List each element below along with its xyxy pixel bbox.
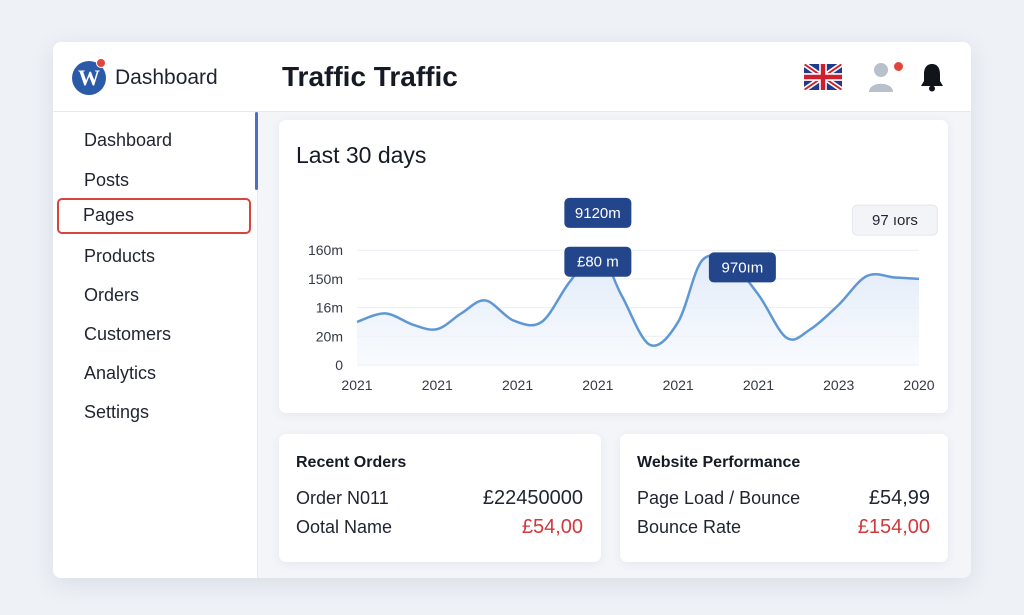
recent-orders-title: Recent Orders (296, 454, 407, 471)
chart-annotation-label: 970ım (722, 259, 764, 276)
website-performance-card: Website Performance Page Load / Bounce £… (620, 434, 948, 562)
x-tick-label: 2021 (743, 377, 774, 393)
y-tick-label: 160m (308, 242, 343, 258)
chart-annotation-badge (564, 246, 632, 277)
chart-title: Last 30 days (296, 142, 427, 168)
y-tick-label: 16m (316, 300, 343, 316)
traffic-chart: 0 20m 16m 150m 160m 2021 2021 2021 2021 2021 2021 2… (308, 197, 938, 393)
sidebar-item-customers[interactable]: Customers (84, 324, 172, 344)
order-total-value: £54,00 (521, 516, 583, 538)
chart-annotation-label: 97 ıors (872, 212, 918, 229)
sidebar-item-dashboard[interactable]: Dashboard (84, 130, 173, 150)
sidebar-item-settings[interactable]: Settings (84, 402, 150, 422)
top-bar: W Dashboard Traffic Traffic (53, 42, 971, 112)
order-row-label: Order N011 (296, 488, 389, 508)
chart-annotation-badge (564, 197, 632, 228)
x-tick-label: 2023 (823, 377, 854, 393)
sidebar: Dashboard Posts Pages Products Orders Cu… (53, 112, 258, 578)
sidebar-item-orders[interactable]: Orders (84, 285, 140, 305)
page-load-value: £54,99 (868, 487, 930, 509)
x-tick-label: 2021 (582, 377, 613, 393)
sidebar-scrollbar[interactable] (255, 112, 258, 190)
app-title: Dashboard (115, 66, 218, 89)
traffic-line (356, 250, 920, 347)
app-window: W Dashboard Traffic Traffic Dashboard Po… (53, 42, 971, 578)
logo-notification-dot (96, 58, 106, 68)
chart-annotation-badge (708, 252, 776, 283)
user-notification-dot (892, 60, 905, 73)
traffic-area (357, 251, 919, 365)
x-tick-label: 2021 (502, 377, 533, 393)
page-title: Traffic Traffic (282, 61, 458, 92)
x-tick-label: 2021 (341, 377, 372, 393)
page-load-label: Page Load / Bounce (637, 488, 801, 508)
order-row-value: £22450000 (482, 487, 583, 509)
uk-flag-icon[interactable] (804, 64, 842, 90)
sidebar-item-posts[interactable]: Posts (84, 170, 130, 190)
bell-icon[interactable] (919, 62, 945, 92)
sidebar-item-analytics[interactable]: Analytics (84, 363, 157, 383)
sidebar-item-products[interactable]: Products (84, 246, 156, 266)
chart-annotation-badge (851, 204, 938, 236)
sidebar-item-pages[interactable]: Pages (57, 198, 251, 234)
chart-annotation-label: 9120m (575, 205, 621, 222)
performance-title: Website Performance (637, 454, 801, 471)
recent-orders-card: Recent Orders Order N011 £22450000 Ootal… (279, 434, 601, 562)
traffic-chart-card: Last 30 days 0 20m 16m 150m 160m 2021 2021 2021… (279, 120, 948, 413)
x-tick-label: 2021 (422, 377, 453, 393)
x-tick-label: 2021 (663, 377, 694, 393)
y-tick-label: 20m (316, 328, 343, 344)
x-tick-label: 2020 (903, 377, 934, 393)
bounce-rate-value: £154,00 (857, 516, 930, 538)
bounce-rate-label: Bounce Rate (637, 517, 742, 537)
y-tick-label: 0 (335, 357, 343, 373)
chart-annotation-label: £80 m (577, 254, 619, 271)
user-avatar-icon[interactable] (868, 61, 894, 93)
y-tick-label: 150m (308, 271, 343, 287)
order-total-label: Ootal Name (296, 517, 393, 537)
